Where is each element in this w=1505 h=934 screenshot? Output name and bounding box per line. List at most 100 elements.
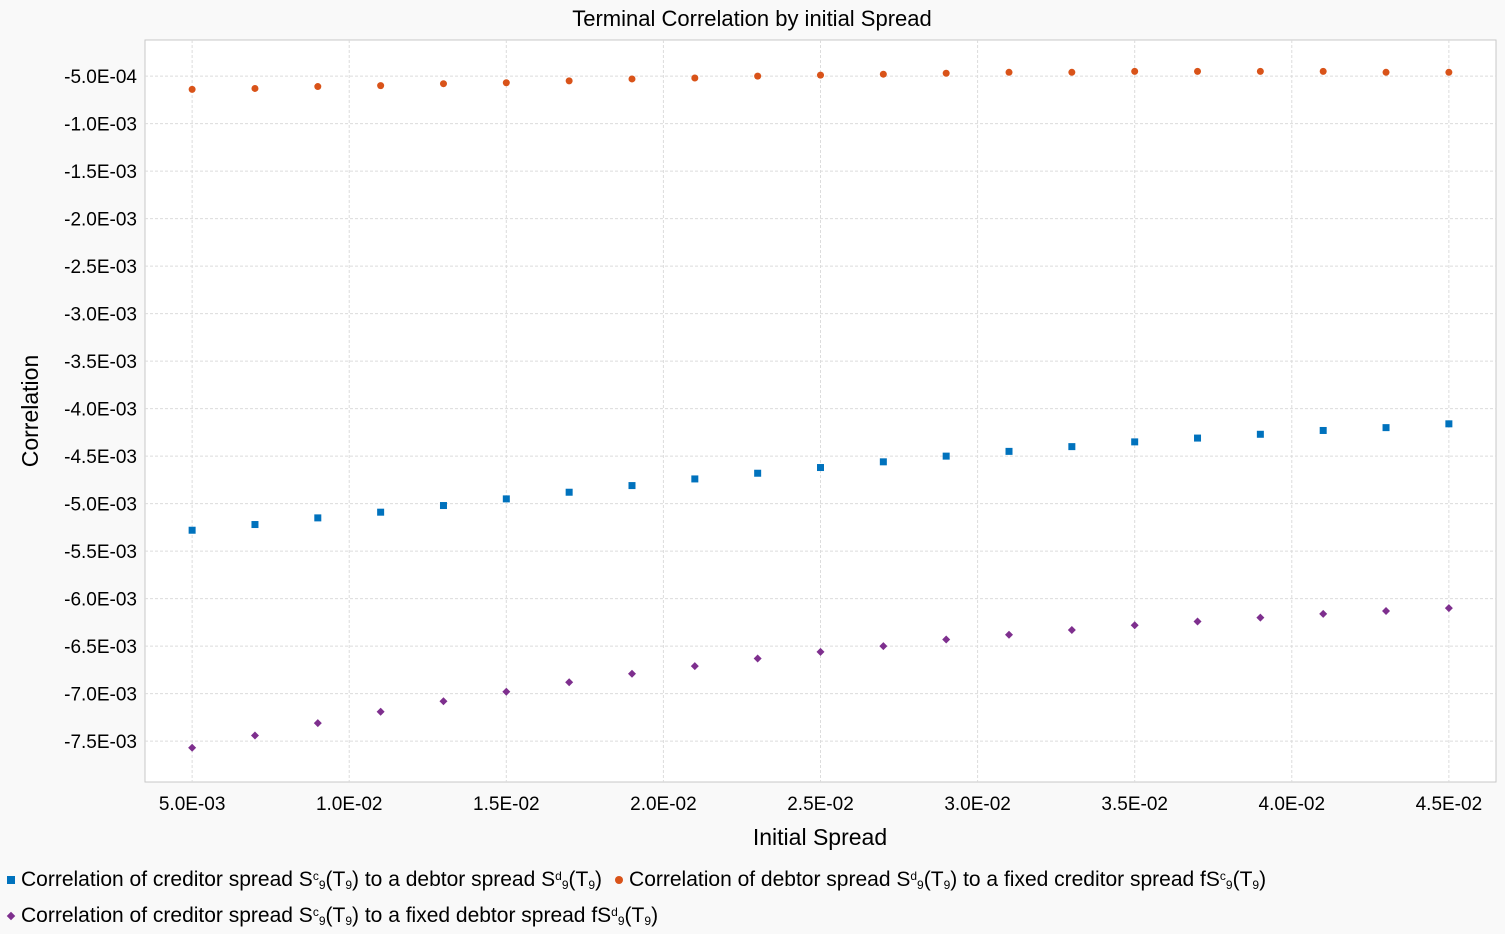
x-tick-label: 5.0E-03 xyxy=(159,794,226,815)
y-tick-label: -6.5E-03 xyxy=(64,637,137,658)
y-axis-label: Correlation xyxy=(17,355,43,468)
y-tick-label: -1.0E-03 xyxy=(64,115,137,136)
data-point-series-3 xyxy=(1319,609,1328,618)
data-point-series-3 xyxy=(188,743,197,752)
legend-label-creditor-to-fixed-debtor: Correlation of creditor spread Sc9(T9) t… xyxy=(21,904,659,928)
data-point-series-2 xyxy=(1256,67,1264,75)
data-point-series-2 xyxy=(314,83,322,91)
data-point-series-1 xyxy=(502,495,510,503)
data-point-series-1 xyxy=(942,452,950,460)
data-point-series-3 xyxy=(753,654,762,663)
legend-row-1: Correlation of creditor spread Sc9(T9) t… xyxy=(0,862,1505,898)
data-point-series-1 xyxy=(439,502,447,510)
data-point-series-1 xyxy=(1068,443,1076,451)
data-point-series-2 xyxy=(565,77,573,85)
data-point-series-3 xyxy=(1067,625,1076,634)
y-tick-label: -2.5E-03 xyxy=(64,257,137,278)
data-point-series-2 xyxy=(188,85,196,93)
y-tick-label: -5.0E-03 xyxy=(64,495,137,516)
legend-item-creditor-to-debtor: Correlation of creditor spread Sc9(T9) t… xyxy=(0,862,602,898)
data-point-series-1 xyxy=(1005,447,1013,455)
data-point-series-2 xyxy=(1194,67,1202,75)
x-tick-label: 3.5E-02 xyxy=(1101,794,1168,815)
data-point-series-3 xyxy=(376,707,385,716)
data-point-series-2 xyxy=(1319,67,1327,75)
x-tick-label: 1.5E-02 xyxy=(473,794,540,815)
y-tick-labels: -5.0E-04 -1.0E-03 -1.5E-03 -2.0E-03 -2.5E-03… xyxy=(64,67,137,753)
y-tick-label: -2.0E-03 xyxy=(64,210,137,231)
data-point-series-2 xyxy=(691,74,699,82)
y-tick-label: -5.0E-04 xyxy=(64,67,137,88)
data-point-series-3 xyxy=(565,678,574,687)
legend-label-creditor-to-debtor: Correlation of creditor spread Sc9(T9) t… xyxy=(21,868,603,892)
legend-label-debtor-to-fixed-creditor: Correlation of debtor spread Sd9(T9) to … xyxy=(629,868,1267,892)
data-point-series-3 xyxy=(942,635,951,644)
chart-svg: Terminal Correlation by initial Spread -… xyxy=(17,6,1497,850)
data-point-series-3 xyxy=(1382,606,1391,615)
legend-item-creditor-to-fixed-debtor: Correlation of creditor spread Sc9(T9) t… xyxy=(0,898,658,934)
y-tick-label: -1.5E-03 xyxy=(64,162,137,183)
y-tick-label: -4.5E-03 xyxy=(64,447,137,468)
legend-row-2: Correlation of creditor spread Sc9(T9) t… xyxy=(0,898,1505,934)
legend-marker-circle xyxy=(615,876,624,884)
x-tick-labels: 5.0E-03 1.0E-02 1.5E-02 2.0E-02 2.5E-02 3.0E-… xyxy=(159,794,1482,815)
y-tick-label: -7.0E-03 xyxy=(64,685,137,706)
data-point-series-1 xyxy=(691,475,699,483)
data-point-series-2 xyxy=(817,71,824,79)
data-point-series-2 xyxy=(754,72,762,80)
data-point-series-3 xyxy=(1193,617,1202,626)
data-point-series-1 xyxy=(251,521,259,529)
data-point-series-3 xyxy=(1130,621,1139,630)
legend-marker-diamond xyxy=(6,911,16,921)
data-point-series-3 xyxy=(250,731,259,740)
data-point-series-3 xyxy=(879,642,888,651)
data-point-series-2 xyxy=(502,79,510,87)
data-point-series-1 xyxy=(377,508,385,516)
data-point-series-2 xyxy=(879,70,887,78)
data-point-series-1 xyxy=(628,482,636,490)
x-tick-label: 2.0E-02 xyxy=(630,794,697,815)
y-tick-label: -3.5E-03 xyxy=(64,352,137,373)
data-point-series-1 xyxy=(817,464,824,472)
legend-item-debtor-to-fixed-creditor: Correlation of debtor spread Sd9(T9) to … xyxy=(608,862,1266,898)
data-point-series-2 xyxy=(439,80,447,88)
y-tick-label: -4.0E-03 xyxy=(64,400,137,421)
x-tick-label: 3.0E-02 xyxy=(944,794,1011,815)
data-point-series-2 xyxy=(1382,68,1390,76)
x-tick-label: 4.0E-02 xyxy=(1259,794,1326,815)
x-tick-label: 2.5E-02 xyxy=(787,794,854,815)
data-point-series-1 xyxy=(188,526,196,534)
data-point-series-3 xyxy=(627,669,636,678)
y-tick-label: -7.5E-03 xyxy=(64,732,137,753)
y-tick-label: -6.0E-03 xyxy=(64,590,137,611)
y-tick-label: -5.5E-03 xyxy=(64,542,137,563)
y-tick-label: -3.0E-03 xyxy=(64,305,137,326)
data-point-series-3 xyxy=(1005,630,1014,639)
data-point-series-2 xyxy=(942,69,950,77)
data-point-series-1 xyxy=(754,469,762,477)
data-point-series-1 xyxy=(314,514,322,522)
data-point-series-3 xyxy=(816,647,825,656)
x-tick-label: 1.0E-02 xyxy=(316,794,383,815)
data-point-series-1 xyxy=(565,488,573,496)
data-point-series-1 xyxy=(1256,430,1264,438)
x-axis-label: Initial Spread xyxy=(753,824,887,850)
data-point-series-2 xyxy=(1005,68,1013,76)
grid-layer xyxy=(145,40,1496,782)
data-point-series-2 xyxy=(1068,68,1076,76)
data-point-series-3 xyxy=(313,719,322,728)
chart-title: Terminal Correlation by initial Spread xyxy=(572,6,932,31)
data-points xyxy=(188,67,1453,752)
data-point-series-1 xyxy=(1382,424,1390,432)
data-point-series-3 xyxy=(502,687,511,696)
legend-marker-square xyxy=(7,876,15,884)
data-point-series-2 xyxy=(1131,67,1139,75)
data-point-series-1 xyxy=(1131,438,1139,446)
data-point-series-3 xyxy=(1444,604,1453,613)
data-point-series-2 xyxy=(251,84,259,92)
data-point-series-1 xyxy=(1445,420,1453,428)
data-point-series-2 xyxy=(628,75,636,83)
data-point-series-1 xyxy=(879,458,887,466)
data-point-series-3 xyxy=(690,662,699,671)
